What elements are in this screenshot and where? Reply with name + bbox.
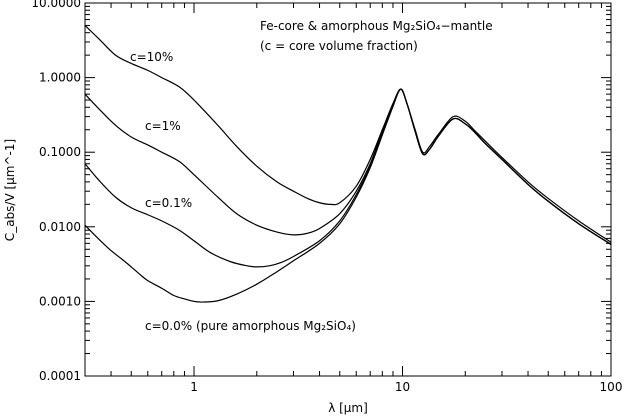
y-tick-label: 0.0010 (39, 294, 81, 308)
x-tick-label: 1 (190, 380, 198, 394)
series-line-3 (84, 88, 612, 303)
y-tick-label: 10.0000 (31, 0, 81, 10)
x-axis-label: λ [μm] (328, 401, 368, 415)
series-group (84, 25, 612, 303)
plot-frame (84, 2, 612, 377)
axis-ticks: 1 10 100 10.0000 1.0000 0.1000 0.0100 0.0010 0.0… (31, 0, 622, 394)
annotation-c10: c=10% (130, 50, 173, 64)
x-tick-label: 100 (600, 380, 623, 394)
annotation-c0: c=0.0% (pure amorphous Mg₂SiO₄) (145, 319, 356, 333)
annotation-title-line1: Fe-core & amorphous Mg₂SiO₄−mantle (260, 19, 493, 33)
x-tick-label: 10 (395, 380, 410, 394)
series-line-0 (84, 25, 612, 243)
series-line-1 (84, 88, 612, 245)
y-axis-label: C_abs/V [μm^-1] (3, 139, 17, 241)
y-tick-label: 1.0000 (39, 71, 81, 85)
y-tick-label: 0.0100 (39, 220, 81, 234)
annotation-title-line2: (c = core volume fraction) (260, 39, 418, 53)
series-line-2 (84, 88, 612, 268)
y-tick-label: 0.0001 (39, 369, 81, 383)
annotation-c1: c=1% (145, 119, 181, 133)
y-tick-label: 0.1000 (39, 145, 81, 159)
annotation-c01: c=0.1% (145, 196, 192, 210)
